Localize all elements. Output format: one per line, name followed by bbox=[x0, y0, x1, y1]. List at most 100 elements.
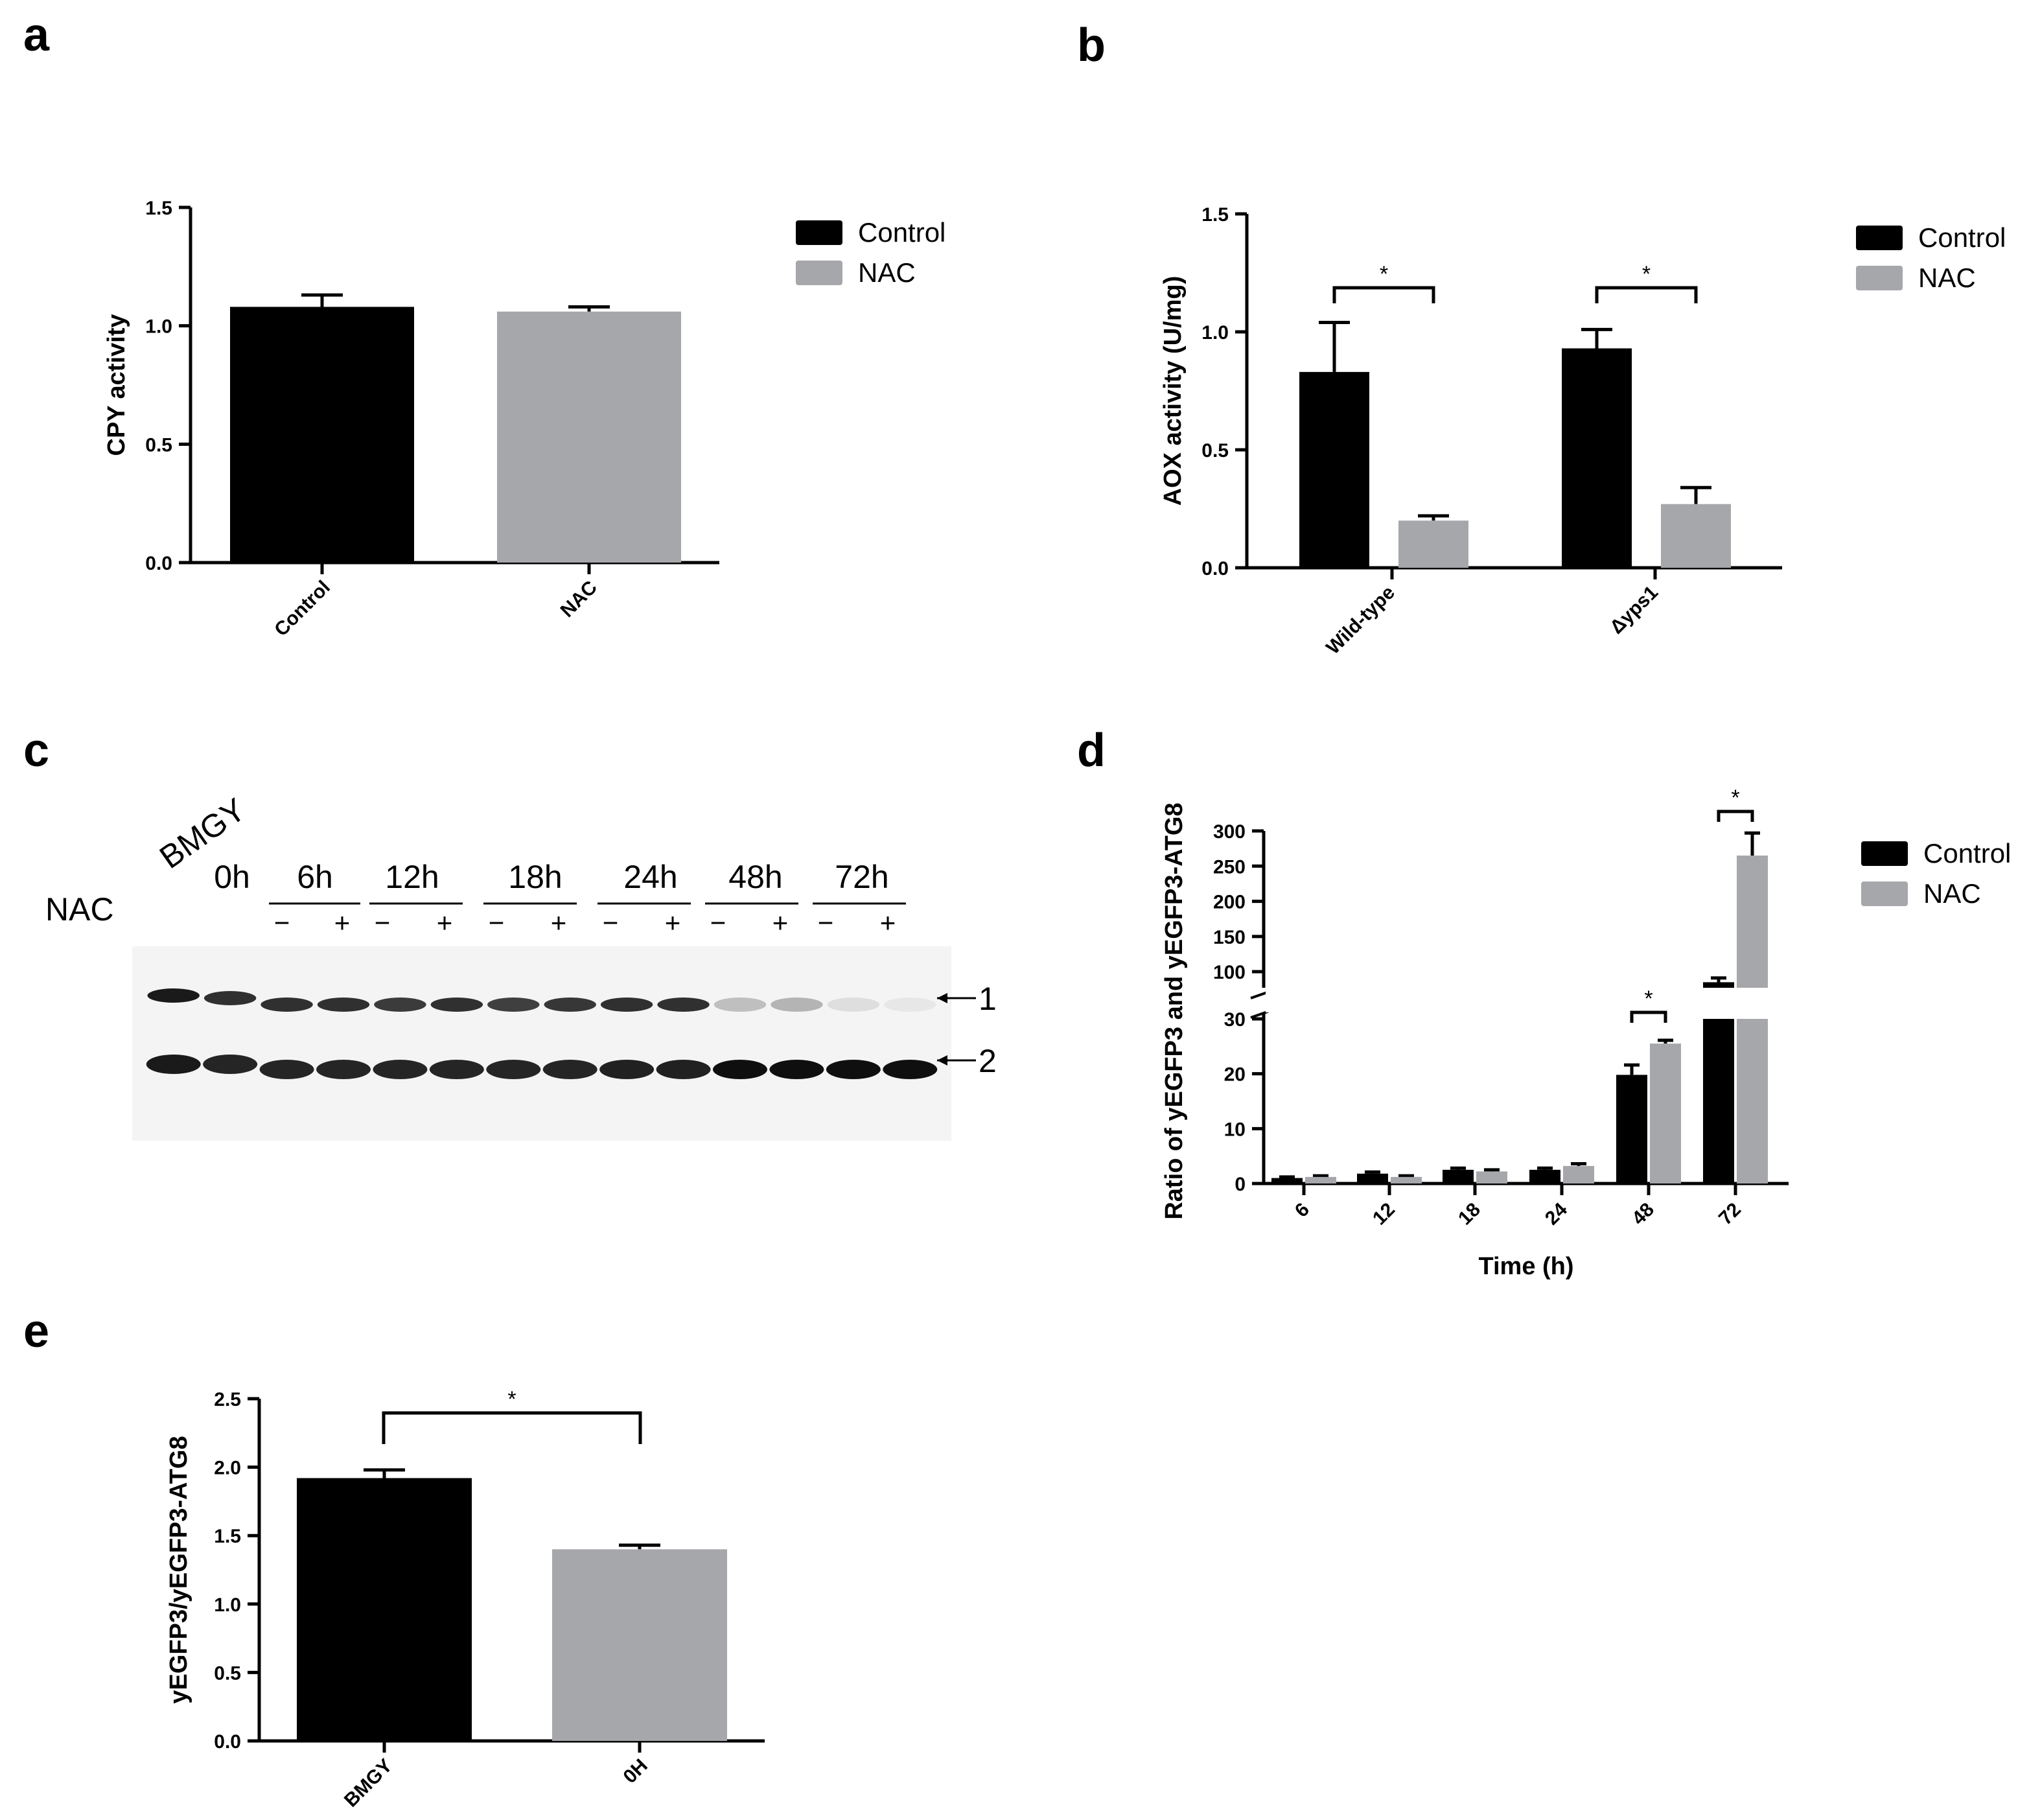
x-tick-label-0: Wild-type bbox=[1322, 582, 1399, 659]
chart-a: 0.0 0.5 1.0 1.5 Control NAC CPY activity Contro… bbox=[103, 198, 945, 640]
timepoint-label-12h: 12h bbox=[385, 859, 439, 895]
bar-control-1 bbox=[1562, 348, 1632, 568]
significance-bracket-0: * bbox=[1332, 262, 1435, 303]
x-tick-label-72: 72 bbox=[1715, 1199, 1745, 1230]
significance-bracket-72: * bbox=[1717, 786, 1754, 822]
blot-membrane bbox=[132, 946, 951, 1141]
y-tick-label: 0 bbox=[1235, 1174, 1246, 1195]
bar-nac-0 bbox=[1398, 520, 1468, 568]
error-bar bbox=[568, 305, 610, 312]
bar-control-0 bbox=[1299, 371, 1369, 568]
y-tick-label: 100 bbox=[1213, 962, 1246, 983]
panel-letter-d: d bbox=[1077, 725, 1106, 776]
y-tick-label: 0.5 bbox=[1201, 440, 1229, 461]
bar-control-6 bbox=[1271, 1178, 1303, 1184]
minus-sign: − bbox=[489, 907, 505, 938]
bar-control-12 bbox=[1357, 1173, 1388, 1184]
plus-sign: + bbox=[551, 907, 567, 938]
y-tick-label: 10 bbox=[1224, 1119, 1246, 1140]
bar-control-72-upper bbox=[1703, 982, 1734, 988]
band-2-lane-12 bbox=[769, 1060, 824, 1079]
axis-break-gap bbox=[1266, 988, 1791, 1012]
svg-text:*: * bbox=[507, 1387, 516, 1412]
chart-d: 0 10 20 30 100 150 200 250 300 6 12 18 24 48 72 * * Time … bbox=[1161, 786, 2011, 1280]
band-2-lane-6 bbox=[429, 1060, 484, 1079]
minus-sign: − bbox=[375, 907, 391, 938]
bar-0h bbox=[552, 1549, 727, 1741]
legend-swatch-control bbox=[1856, 226, 1903, 250]
x-tick-label-12: 12 bbox=[1369, 1199, 1399, 1230]
x-tick-label-nac: NAC bbox=[557, 577, 601, 622]
error-bar bbox=[1711, 976, 1726, 983]
band-1-lane-5 bbox=[374, 998, 426, 1012]
error-bar bbox=[1319, 320, 1350, 372]
band-2-lane-13 bbox=[826, 1060, 881, 1079]
panel-letter-b: b bbox=[1077, 19, 1106, 71]
timepoint-label-72h: 72h bbox=[835, 859, 888, 895]
y-tick-label: 200 bbox=[1213, 892, 1246, 913]
bar-nac-12 bbox=[1391, 1176, 1422, 1184]
y-tick-label: 1.0 bbox=[1201, 322, 1229, 344]
plus-sign: + bbox=[880, 907, 896, 938]
x-axis-label: Time (h) bbox=[1478, 1253, 1573, 1280]
y-tick-label: 30 bbox=[1224, 1009, 1246, 1031]
band-1-lane-11 bbox=[713, 998, 767, 1012]
svg-text:*: * bbox=[1731, 786, 1739, 810]
plus-sign: + bbox=[665, 907, 681, 938]
legend-label-control: Control bbox=[1923, 838, 2011, 869]
bar-nac-18 bbox=[1476, 1171, 1507, 1184]
error-bar bbox=[1680, 485, 1711, 504]
x-tick-label-48: 48 bbox=[1628, 1199, 1658, 1230]
band-2-lane-4 bbox=[316, 1060, 371, 1079]
significance-bracket-48: * bbox=[1630, 986, 1667, 1023]
svg-text:*: * bbox=[1642, 262, 1651, 286]
bar-nac bbox=[497, 311, 681, 563]
chart-e: 0.0 0.5 1.0 1.5 2.0 2.5 BMGY 0H * yEGFP3/yEGFP3-A… bbox=[165, 1387, 765, 1812]
error-bar bbox=[1484, 1168, 1500, 1172]
panel-letter-c: c bbox=[23, 725, 49, 776]
bar-control-72-lower bbox=[1703, 1019, 1734, 1184]
error-bar bbox=[301, 293, 343, 307]
error-bar bbox=[1365, 1170, 1380, 1174]
bar-nac-24 bbox=[1563, 1165, 1594, 1184]
error-bar bbox=[364, 1468, 405, 1478]
panel-letter-a: a bbox=[23, 9, 50, 61]
band-1-lane-13 bbox=[827, 998, 880, 1012]
y-tick-label: 250 bbox=[1213, 856, 1246, 878]
band-2-lane-7 bbox=[486, 1060, 541, 1079]
significance-bracket-1: * bbox=[1595, 262, 1698, 303]
y-axis-label: yEGFP3/yEGFP3-ATG8 bbox=[165, 1436, 192, 1703]
band-label-2: 2 bbox=[979, 1043, 997, 1079]
bar-nac-72-upper bbox=[1737, 856, 1768, 988]
y-tick-label: 1.5 bbox=[1201, 204, 1229, 226]
band-1-lane-2 bbox=[203, 991, 257, 1005]
y-tick-label: 150 bbox=[1213, 927, 1246, 948]
error-bar bbox=[1658, 1038, 1673, 1044]
error-bar bbox=[619, 1543, 660, 1550]
band-1-lane-1 bbox=[147, 988, 200, 1003]
band-label-1: 1 bbox=[979, 981, 997, 1017]
legend-swatch-nac bbox=[1861, 881, 1908, 906]
bar-control bbox=[230, 307, 414, 563]
band-1-lane-4 bbox=[317, 998, 370, 1012]
x-tick-label-bmgy: BMGY bbox=[340, 1755, 397, 1812]
band-2-lane-1 bbox=[146, 1055, 201, 1074]
x-tick-label-0h: 0H bbox=[619, 1755, 651, 1788]
band-2-lane-14 bbox=[883, 1060, 938, 1079]
bar-nac-6 bbox=[1305, 1176, 1336, 1184]
y-tick-label: 0.5 bbox=[145, 434, 172, 456]
y-tick-label: 300 bbox=[1213, 821, 1246, 843]
y-tick-label: 0.0 bbox=[145, 553, 172, 574]
error-bar bbox=[1279, 1175, 1295, 1179]
legend-swatch-nac bbox=[1856, 266, 1903, 290]
x-tick-label-18: 18 bbox=[1454, 1199, 1485, 1230]
band-2-lane-2 bbox=[203, 1055, 258, 1074]
band-1-lane-7 bbox=[487, 998, 540, 1012]
y-axis-label: CPY activity bbox=[103, 314, 130, 456]
x-tick-label-6: 6 bbox=[1291, 1199, 1314, 1222]
error-bar bbox=[1537, 1166, 1553, 1170]
error-bar bbox=[1313, 1174, 1328, 1178]
band-2-lane-10 bbox=[656, 1060, 711, 1079]
